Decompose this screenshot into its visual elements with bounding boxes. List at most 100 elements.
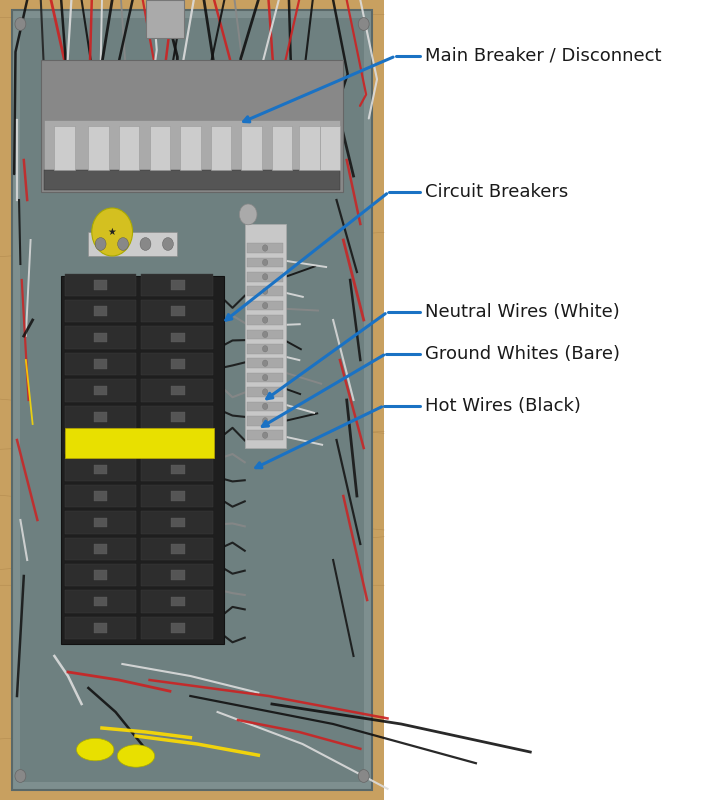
Text: Hot Wires (Black): Hot Wires (Black) — [425, 397, 581, 414]
Bar — [272, 126, 293, 170]
Bar — [247, 387, 283, 397]
Bar — [141, 406, 213, 428]
Bar — [150, 126, 170, 170]
Bar — [65, 274, 136, 296]
Bar — [171, 333, 185, 342]
Bar — [180, 126, 200, 170]
Circle shape — [263, 346, 268, 352]
Bar — [65, 485, 136, 507]
Circle shape — [15, 18, 26, 30]
Bar — [247, 402, 283, 411]
Bar — [247, 258, 283, 267]
Bar — [247, 430, 283, 440]
Bar — [65, 564, 136, 586]
Circle shape — [163, 238, 173, 250]
Bar — [65, 353, 136, 375]
Bar — [320, 126, 340, 170]
Circle shape — [263, 288, 268, 294]
Circle shape — [15, 770, 26, 782]
Circle shape — [263, 331, 268, 338]
Bar — [65, 617, 136, 639]
Bar — [247, 373, 283, 382]
Bar — [65, 406, 136, 428]
Bar — [65, 432, 136, 454]
Bar — [119, 126, 139, 170]
Bar — [146, 0, 184, 38]
Circle shape — [263, 259, 268, 266]
Circle shape — [263, 274, 268, 280]
Bar — [65, 326, 136, 349]
Bar — [247, 243, 283, 253]
Bar — [247, 272, 283, 282]
Text: Ground Whites (Bare): Ground Whites (Bare) — [425, 345, 620, 362]
Bar — [211, 126, 231, 170]
Text: Main Breaker / Disconnect: Main Breaker / Disconnect — [425, 47, 662, 65]
Circle shape — [263, 374, 268, 381]
Bar — [65, 538, 136, 560]
Bar — [61, 276, 224, 644]
Bar — [171, 544, 185, 554]
Bar — [247, 416, 283, 426]
Bar — [94, 412, 107, 422]
Text: Circuit Breakers: Circuit Breakers — [425, 183, 568, 201]
Bar — [94, 570, 107, 580]
Bar — [88, 126, 109, 170]
Bar — [12, 10, 372, 790]
Circle shape — [263, 418, 268, 424]
Circle shape — [263, 317, 268, 323]
Bar — [141, 617, 213, 639]
Bar — [65, 379, 136, 402]
Bar — [141, 274, 213, 296]
Bar — [94, 597, 107, 606]
Circle shape — [359, 770, 369, 782]
Bar — [247, 344, 283, 354]
Bar — [171, 412, 185, 422]
Bar — [65, 511, 136, 534]
Circle shape — [263, 403, 268, 410]
Bar — [40, 60, 344, 192]
Bar — [171, 280, 185, 290]
Bar — [141, 564, 213, 586]
Circle shape — [239, 204, 257, 225]
Bar — [65, 428, 214, 458]
Bar — [171, 438, 185, 448]
Bar — [94, 465, 107, 474]
Bar — [94, 518, 107, 527]
Bar — [94, 386, 107, 395]
Bar — [0, 0, 384, 800]
Bar — [94, 438, 107, 448]
Bar — [171, 306, 185, 316]
Bar — [55, 126, 75, 170]
Bar — [94, 359, 107, 369]
Bar — [171, 570, 185, 580]
Bar — [141, 485, 213, 507]
Bar — [247, 330, 283, 339]
Circle shape — [263, 432, 268, 438]
Bar — [44, 120, 340, 172]
Bar — [171, 597, 185, 606]
Circle shape — [263, 360, 268, 366]
Bar — [141, 300, 213, 322]
Circle shape — [118, 238, 129, 250]
Bar — [171, 623, 185, 633]
Bar — [94, 491, 107, 501]
Bar — [141, 326, 213, 349]
Bar — [21, 18, 364, 782]
Bar — [141, 590, 213, 613]
Circle shape — [140, 238, 151, 250]
Bar — [94, 333, 107, 342]
Circle shape — [263, 389, 268, 395]
Bar — [65, 300, 136, 322]
Circle shape — [263, 302, 268, 309]
Bar — [141, 511, 213, 534]
Text: Neutral Wires (White): Neutral Wires (White) — [425, 303, 620, 321]
Bar — [94, 280, 107, 290]
Bar — [44, 170, 340, 190]
Bar — [141, 538, 213, 560]
Bar — [141, 458, 213, 481]
Circle shape — [263, 245, 268, 251]
Bar — [245, 224, 285, 448]
Bar — [141, 432, 213, 454]
Ellipse shape — [117, 745, 155, 767]
Bar — [171, 518, 185, 527]
